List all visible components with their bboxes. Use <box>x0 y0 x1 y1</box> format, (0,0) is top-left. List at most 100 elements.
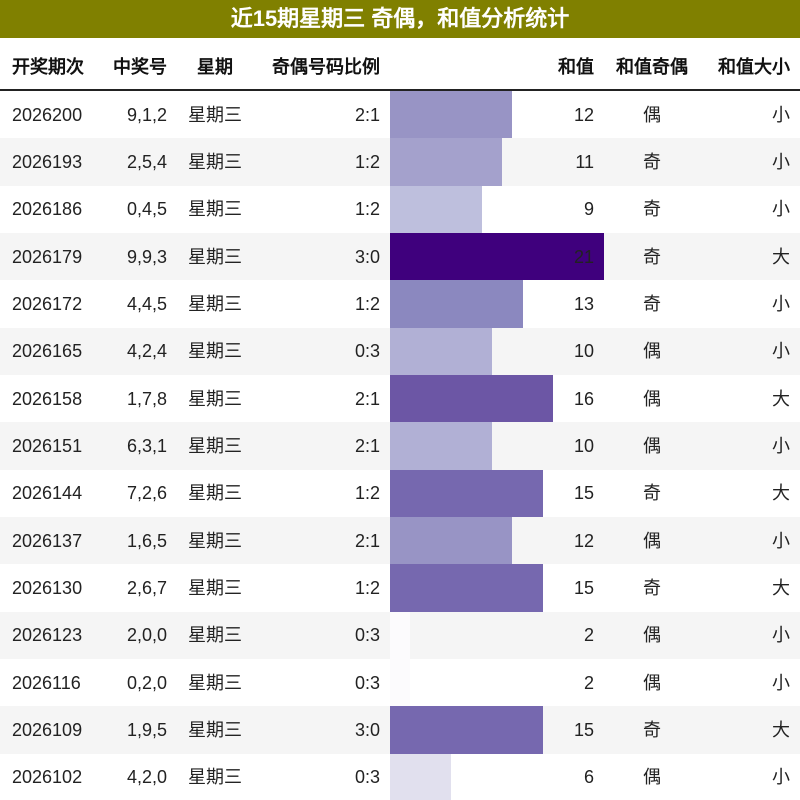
sum-parity: 偶 <box>643 672 661 693</box>
odd-even-ratio: 2:1 <box>354 388 380 409</box>
numbers: 4,2,4 <box>126 341 167 362</box>
numbers: 0,4,5 <box>126 199 167 220</box>
period: 2026158 <box>12 388 83 409</box>
sum-size: 小 <box>772 435 790 456</box>
weekday: 星期三 <box>188 151 242 172</box>
odd-even-ratio: 1:2 <box>354 151 380 172</box>
sum-size: 小 <box>772 104 790 125</box>
odd-even-ratio: 0:3 <box>354 672 380 693</box>
sum-bar <box>390 706 543 754</box>
table-row: 2026179 9,9,3 星期三 3:0 21 奇 大 <box>0 233 800 281</box>
sum-size: 小 <box>772 199 790 220</box>
weekday: 星期三 <box>188 388 242 409</box>
weekday: 星期三 <box>188 530 242 551</box>
table-row: 2026137 1,6,5 星期三 2:1 12 偶 小 <box>0 517 800 565</box>
header-sum-parity: 和值奇偶 <box>616 57 688 77</box>
sum-parity: 奇 <box>643 199 661 220</box>
weekday: 星期三 <box>188 341 242 362</box>
sum-bar <box>390 375 554 423</box>
sum-parity: 偶 <box>643 341 661 362</box>
sum-parity: 偶 <box>643 435 661 456</box>
sum-bar <box>390 91 513 139</box>
period: 2026186 <box>12 199 83 220</box>
header-sum-size: 和值大小 <box>718 57 790 77</box>
numbers: 0,2,0 <box>126 672 167 693</box>
sum-parity: 偶 <box>643 104 661 125</box>
sum: 2 <box>583 625 594 646</box>
sum: 15 <box>573 719 594 740</box>
odd-even-ratio: 2:1 <box>354 530 380 551</box>
sum-bar <box>390 564 543 612</box>
sum-bar <box>390 753 452 800</box>
sum-bar <box>390 422 492 470</box>
sum-parity: 奇 <box>643 577 661 598</box>
sum-bar <box>390 280 523 328</box>
title: 近15期星期三 奇偶，和值分析统计 <box>0 0 800 38</box>
sum-parity: 奇 <box>643 246 661 267</box>
odd-even-ratio: 2:1 <box>354 104 380 125</box>
sum-bar <box>390 138 503 186</box>
weekday: 星期三 <box>188 293 242 314</box>
sum: 10 <box>573 435 594 456</box>
table-row: 2026172 4,4,5 星期三 1:2 13 奇 小 <box>0 280 800 328</box>
table-row: 2026102 4,2,0 星期三 0:3 6 偶 小 <box>0 753 800 800</box>
weekday: 星期三 <box>188 767 242 788</box>
table-row: 2026151 6,3,1 星期三 2:1 10 偶 小 <box>0 422 800 470</box>
sum-bar <box>390 469 543 517</box>
odd-even-ratio: 0:3 <box>354 767 380 788</box>
table-row: 2026144 7,2,6 星期三 1:2 15 奇 大 <box>0 469 800 517</box>
weekday: 星期三 <box>188 246 242 267</box>
weekday: 星期三 <box>188 719 242 740</box>
numbers: 1,9,5 <box>126 719 167 740</box>
sum-bar <box>390 611 411 659</box>
sum: 16 <box>573 388 594 409</box>
odd-even-ratio: 0:3 <box>354 341 380 362</box>
sum-parity: 奇 <box>643 151 661 172</box>
header-period: 开奖期次 <box>12 57 84 77</box>
sum-parity: 偶 <box>643 388 661 409</box>
sum: 10 <box>573 341 594 362</box>
period: 2026137 <box>12 530 83 551</box>
table-row: 2026193 2,5,4 星期三 1:2 11 奇 小 <box>0 138 800 186</box>
period: 2026193 <box>12 151 83 172</box>
sum-size: 大 <box>772 246 790 267</box>
sum-size: 大 <box>772 483 790 504</box>
sum-parity: 偶 <box>643 767 661 788</box>
sum-parity: 奇 <box>643 293 661 314</box>
odd-even-ratio: 1:2 <box>354 199 380 220</box>
period: 2026144 <box>12 483 83 504</box>
period: 2026179 <box>12 246 83 267</box>
weekday: 星期三 <box>188 435 242 456</box>
numbers: 6,3,1 <box>126 435 167 456</box>
table-row: 2026116 0,2,0 星期三 0:3 2 偶 小 <box>0 659 800 707</box>
sum: 15 <box>573 577 594 598</box>
sum-size: 小 <box>772 672 790 693</box>
numbers: 2,5,4 <box>126 151 167 172</box>
odd-even-ratio: 3:0 <box>354 719 380 740</box>
table-row: 2026109 1,9,5 星期三 3:0 15 奇 大 <box>0 706 800 754</box>
period: 2026109 <box>12 719 83 740</box>
period: 2026151 <box>12 435 83 456</box>
sum: 12 <box>573 104 594 125</box>
period: 2026102 <box>12 767 83 788</box>
sum-parity: 偶 <box>643 530 661 551</box>
weekday: 星期三 <box>188 104 242 125</box>
weekday: 星期三 <box>188 625 242 646</box>
weekday: 星期三 <box>188 672 242 693</box>
period: 2026116 <box>12 672 81 693</box>
sum-size: 小 <box>772 530 790 551</box>
sum-size: 小 <box>772 341 790 362</box>
odd-even-ratio: 2:1 <box>354 435 380 456</box>
sum: 2 <box>583 672 594 693</box>
numbers: 2,6,7 <box>126 577 167 598</box>
sum-bar <box>390 233 605 281</box>
sum-parity: 奇 <box>643 719 661 740</box>
sum-size: 小 <box>772 151 790 172</box>
numbers: 9,9,3 <box>126 246 167 267</box>
sum-bar <box>390 327 492 375</box>
sum-size: 大 <box>772 388 790 409</box>
header-rule <box>0 89 800 91</box>
numbers: 1,7,8 <box>126 388 167 409</box>
sum-parity: 偶 <box>643 625 661 646</box>
period: 2026165 <box>12 341 83 362</box>
